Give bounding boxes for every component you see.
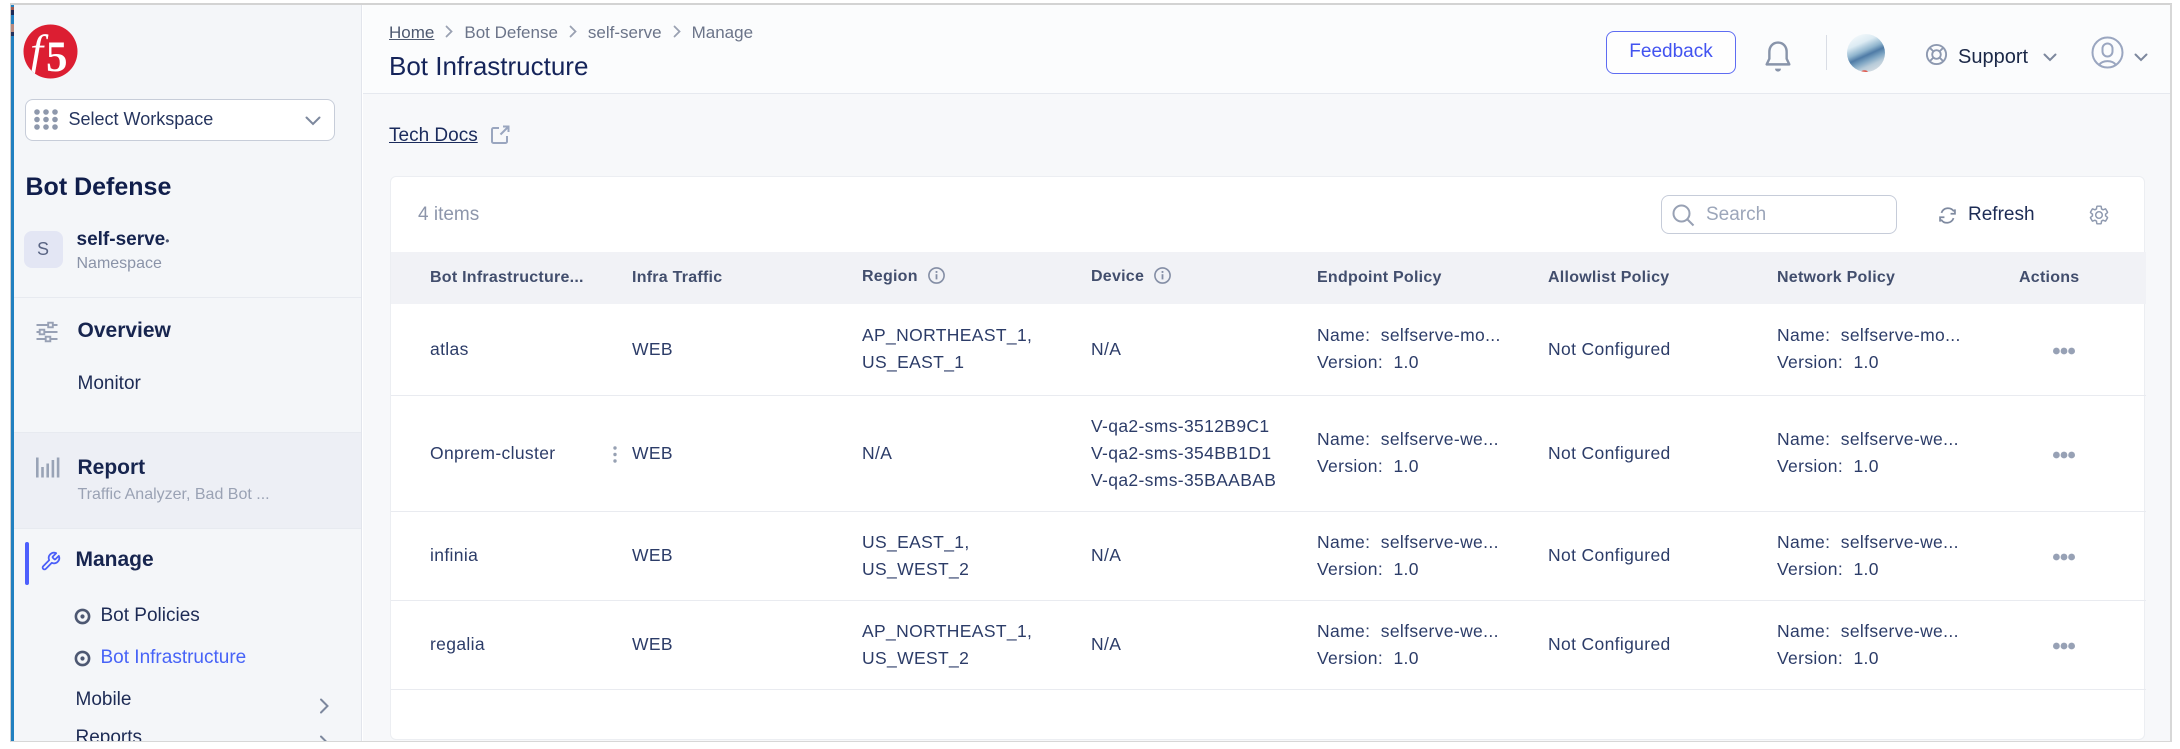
svg-text:5: 5 (46, 34, 68, 81)
